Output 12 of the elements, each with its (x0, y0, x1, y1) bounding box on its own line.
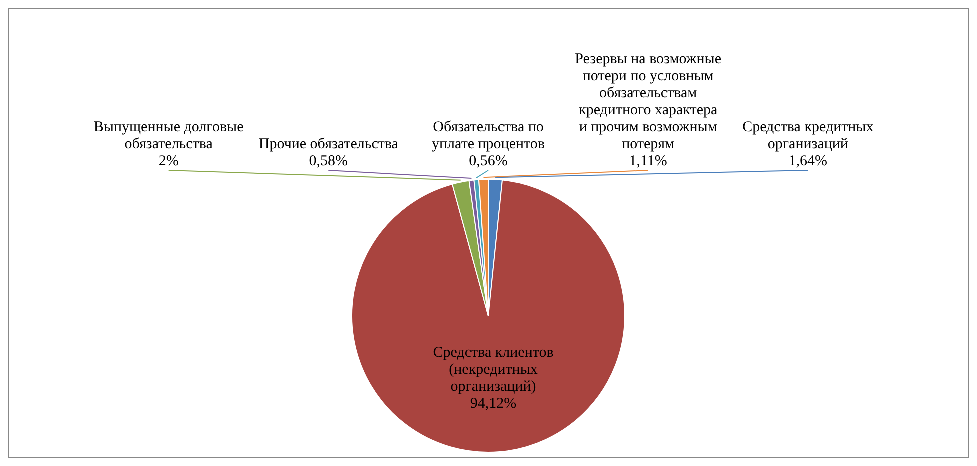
slice-label: Прочие обязательства (258, 136, 399, 152)
slice-label: Резервы на возможные потери по условным обязательствам кредитного характера и прочим возможным потерям (575, 52, 722, 152)
data-label: 0,58% (309, 154, 348, 170)
slice-label: Обязательства по уплате процентов (432, 120, 545, 152)
data-label: 94,12% (470, 396, 517, 412)
data-label: 1,11% (629, 154, 668, 170)
data-label: 1,64% (788, 154, 828, 170)
slice-label: Средства клиентов (некредитных организаций) (433, 344, 554, 395)
slice-label: Средства кредитных организаций (742, 120, 874, 152)
data-label: 2% (158, 154, 179, 170)
data-label: 0,56% (469, 154, 508, 170)
slice-label: Выпущенные долговые обязательства (94, 120, 244, 152)
